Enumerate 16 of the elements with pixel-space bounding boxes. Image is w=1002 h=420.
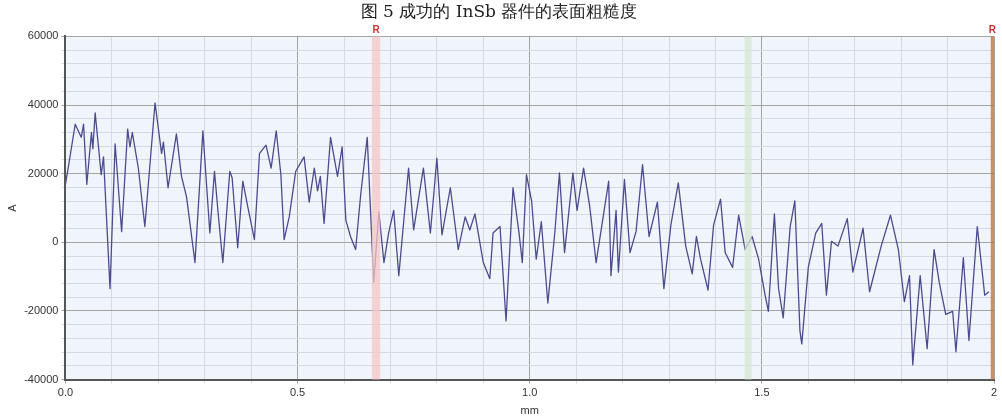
y-tick-label: 40000: [27, 98, 59, 111]
band-label: R: [988, 24, 997, 36]
y-axis-title: A: [5, 203, 18, 212]
x-axis-title: mm: [520, 404, 539, 417]
x-tick-label: 1.0: [522, 386, 538, 399]
y-tick-label: 20000: [27, 166, 59, 179]
x-tick-label: 2: [990, 386, 998, 399]
band-label: R: [372, 24, 381, 36]
x-tick-label: 1.5: [754, 386, 770, 399]
y-tick-label: 60000: [27, 29, 59, 42]
chart-title: 图 5 成功的 InSb 器件的表面粗糙度: [360, 0, 638, 21]
y-tick-label: -20000: [24, 303, 59, 316]
y-tick-label: -40000: [24, 372, 59, 385]
x-tick-label: 0.0: [57, 386, 74, 399]
y-tick-label: 0: [52, 235, 59, 248]
x-tick-label: 0.5: [289, 386, 306, 399]
